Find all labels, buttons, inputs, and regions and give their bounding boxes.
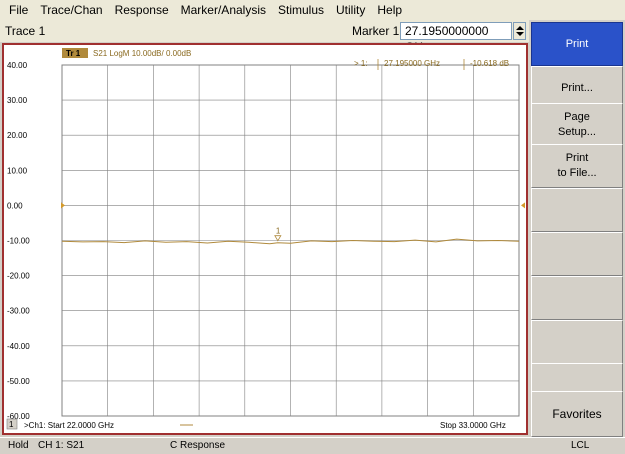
spin-up-icon[interactable] — [516, 26, 524, 30]
status-lcl: LCL — [571, 440, 590, 451]
y-tick-label: -30.00 — [7, 307, 30, 316]
trace-plot: 40.00 30.00 20.00 10.00 0.00 -10.00 -20.00 -30.… — [6, 48, 525, 430]
marker-spinner[interactable] — [513, 22, 526, 40]
trace-title: Trace 1 — [5, 24, 46, 38]
softkey-panel: Print Print... Page Setup... Print to Fi… — [529, 20, 625, 437]
softkey-blank-4[interactable] — [531, 320, 623, 364]
marker-readout-freq: 27.195000 GHz — [384, 59, 440, 68]
status-channel: CH 1: S21 — [38, 440, 85, 451]
menu-response[interactable]: Response — [114, 3, 169, 17]
y-tick-label: 20.00 — [7, 131, 28, 140]
active-entry-bar: Trace 1 Marker 1 27.1950000000 GHz — [0, 20, 529, 54]
y-tick-label: 0.00 — [7, 201, 23, 210]
y-tick-label: -50.00 — [7, 377, 30, 386]
menu-trace-chan[interactable]: Trace/Chan — [40, 3, 103, 17]
softkey-print[interactable]: Print... — [531, 66, 623, 110]
plot-window[interactable]: 40.00 30.00 20.00 10.00 0.00 -10.00 -20.00 -30.… — [2, 43, 528, 435]
softkey-blank-3[interactable] — [531, 276, 623, 320]
ref-arrow-left-icon — [61, 202, 65, 209]
y-tick-label: -10.00 — [7, 237, 30, 246]
stop-frequency: Stop 33.0000 GHz — [440, 421, 506, 430]
trace-descriptor: S21 LogM 10.00dB/ 0.00dB — [93, 49, 191, 58]
status-cal: C Response — [170, 440, 226, 451]
menu-marker-analysis[interactable]: Marker/Analysis — [180, 3, 266, 17]
marker-readout-value: -10.618 dB — [470, 59, 509, 68]
softkey-favorites[interactable]: Favorites — [531, 391, 623, 437]
ref-arrow-right-icon — [521, 202, 525, 209]
channel-box[interactable] — [6, 418, 18, 430]
y-tick-label: 10.00 — [7, 166, 28, 175]
status-hold: Hold — [8, 440, 29, 451]
softkey-print-header[interactable]: Print — [531, 22, 623, 66]
y-tick-label: -20.00 — [7, 272, 30, 281]
menu-help[interactable]: Help — [377, 3, 403, 17]
softkey-print-to-file[interactable]: Print to File... — [531, 144, 623, 188]
menu-stimulus[interactable]: Stimulus — [278, 3, 325, 17]
menu-file[interactable]: File — [9, 3, 29, 17]
start-frequency: >Ch1: Start 22.0000 GHz — [24, 421, 114, 430]
channel-number: 1 — [9, 420, 14, 429]
marker-1-icon[interactable] — [274, 235, 282, 242]
y-tick-label: -40.00 — [7, 342, 30, 351]
marker-frequency-input[interactable]: 27.1950000000 GHz — [400, 22, 512, 54]
trace-badge-label: Tr 1 — [66, 49, 81, 58]
marker-label: Marker 1 — [352, 24, 400, 38]
menu-utility[interactable]: Utility — [336, 3, 366, 17]
softkey-page-setup[interactable]: Page Setup... — [531, 103, 623, 147]
spin-down-icon[interactable] — [516, 32, 524, 36]
trace-badge[interactable] — [62, 48, 88, 58]
trace-s21 — [61, 238, 520, 245]
y-tick-label: -60.00 — [7, 412, 30, 421]
softkey-blank-2[interactable] — [531, 232, 623, 276]
marker-1-label: 1 — [276, 227, 281, 236]
status-bar: Hold CH 1: S21 C Response LCL — [0, 437, 625, 454]
softkey-blank-1[interactable] — [531, 188, 623, 232]
y-tick-label: 30.00 — [7, 96, 28, 105]
y-tick-label: 40.00 — [7, 61, 28, 70]
marker-readout-id: > 1: — [354, 59, 368, 68]
menu-bar: File Trace/Chan Response Marker/Analysis… — [0, 0, 625, 20]
